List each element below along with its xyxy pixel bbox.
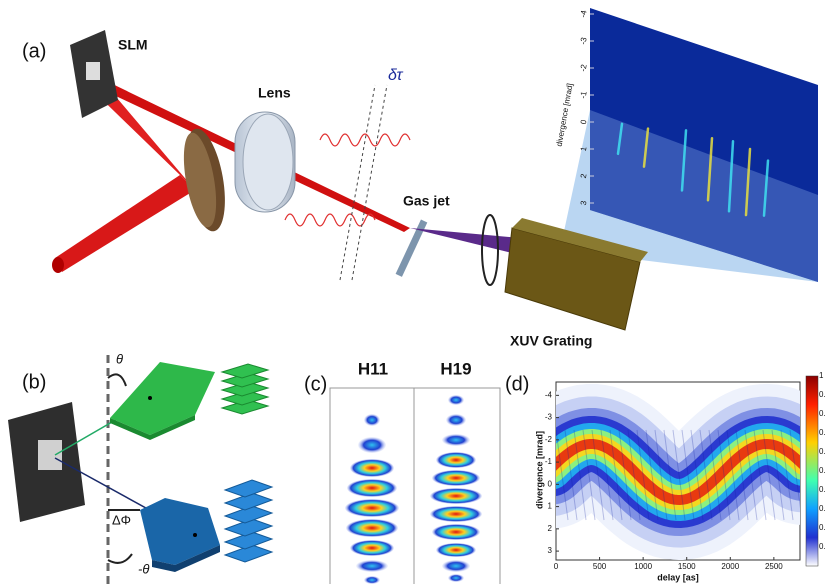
spot bbox=[448, 395, 464, 405]
panel-label: (d) bbox=[505, 373, 529, 395]
h19-label: H19 bbox=[440, 359, 471, 378]
dashed bbox=[340, 85, 375, 280]
colorbar-tick-label: 0. bbox=[819, 466, 825, 475]
spot bbox=[442, 434, 470, 446]
y-tick-label: -4 bbox=[545, 390, 553, 399]
y-tick-label: 1 bbox=[548, 502, 553, 511]
spot bbox=[356, 560, 388, 572]
slm-window bbox=[86, 62, 100, 80]
green-tile bbox=[110, 362, 215, 435]
colorbar-tick-label: 0. bbox=[819, 390, 825, 399]
circle bbox=[193, 533, 197, 537]
beam-end bbox=[52, 257, 64, 273]
y-tick-label: -3 bbox=[545, 413, 553, 422]
y-axis-label: divergence [mrad] bbox=[534, 431, 544, 509]
colorbar-tick-label: 0. bbox=[819, 504, 825, 513]
theta-label: θ bbox=[116, 351, 123, 366]
spot bbox=[448, 574, 464, 582]
spot bbox=[432, 470, 480, 486]
spot bbox=[346, 519, 398, 537]
y-tick-label: 3 bbox=[548, 546, 553, 555]
panel-label: (a) bbox=[22, 40, 46, 62]
inset-tick-label: -2 bbox=[579, 63, 589, 72]
spot bbox=[350, 540, 394, 556]
colorbar-tick-label: 0. bbox=[819, 409, 825, 418]
lens-face bbox=[243, 114, 293, 210]
delay-label: δτ bbox=[388, 67, 404, 84]
phase-label: ΔΦ bbox=[112, 512, 131, 527]
spot bbox=[364, 576, 380, 584]
beam bbox=[55, 175, 195, 272]
x-axis-label: delay [as] bbox=[657, 572, 699, 582]
panel-label: (b) bbox=[22, 371, 46, 393]
slm-label: SLM bbox=[118, 37, 148, 53]
panel-label: (c) bbox=[304, 373, 327, 395]
spot bbox=[347, 479, 397, 497]
circle bbox=[148, 396, 152, 400]
panel-a: -4-3-2-10123 divergence [mrad] (a) SLM L… bbox=[22, 8, 818, 349]
spot bbox=[436, 543, 476, 557]
grating-label: XUV Grating bbox=[510, 333, 592, 349]
slm-window bbox=[38, 440, 62, 470]
spot bbox=[436, 452, 476, 468]
x-tick-label: 2000 bbox=[721, 562, 739, 571]
neg-theta-label: -θ bbox=[138, 561, 149, 576]
colorbar bbox=[806, 376, 818, 566]
inset-tick-label: -4 bbox=[579, 9, 589, 18]
x-tick-label: 1000 bbox=[634, 562, 652, 571]
spot bbox=[430, 488, 482, 504]
colorbar-tick-label: 0. bbox=[819, 447, 825, 456]
xuv-beam bbox=[410, 228, 520, 255]
x-tick-label: 0 bbox=[554, 562, 559, 571]
x-tick-label: 500 bbox=[593, 562, 607, 571]
pulse bbox=[285, 214, 375, 226]
angle-arc bbox=[108, 374, 126, 386]
y-tick-label: -1 bbox=[545, 457, 553, 466]
angle-arc bbox=[108, 554, 132, 563]
figure: -4 -3 -2 -1 0 1 2 3 divergence [mrad] (a) SLM L… bbox=[0, 0, 825, 584]
rotation-arrow bbox=[482, 215, 498, 285]
colorbar-tick-label: 0. bbox=[819, 542, 825, 551]
spot bbox=[350, 459, 394, 477]
colorbar-tick-label: 0. bbox=[819, 485, 825, 494]
colorbar-tick-label: 0. bbox=[819, 523, 825, 532]
stacks bbox=[222, 364, 272, 562]
x-tick-label: 1500 bbox=[678, 562, 696, 571]
pulse bbox=[320, 134, 410, 146]
inset-tick-label: 0 bbox=[579, 118, 589, 124]
panel-c: (c) H11 H19 bbox=[304, 359, 500, 584]
spot bbox=[364, 414, 380, 426]
inset-tick-label: -3 bbox=[579, 36, 589, 45]
y-tick-label: 0 bbox=[548, 479, 553, 488]
gas-jet-label: Gas jet bbox=[403, 193, 450, 209]
y-tick-label: -2 bbox=[545, 435, 553, 444]
inset-ylabel: divergence [mrad] bbox=[555, 83, 575, 148]
spot bbox=[430, 506, 482, 522]
green-plate bbox=[222, 364, 268, 378]
spot bbox=[345, 499, 399, 517]
heatmap bbox=[551, 430, 811, 520]
blue-plate bbox=[225, 480, 272, 497]
x-tick-label: 2500 bbox=[765, 562, 783, 571]
y-tick-label: 2 bbox=[548, 524, 553, 533]
panel-b: (b) θ ΔΦ -θ bbox=[8, 351, 272, 584]
spot bbox=[432, 524, 480, 540]
spot bbox=[442, 560, 470, 572]
inset-tick-label: -1 bbox=[579, 90, 589, 99]
colorbar-tick-label: 1 bbox=[819, 371, 824, 380]
spot bbox=[358, 437, 386, 453]
spot bbox=[446, 414, 466, 426]
colorbar-tick-label: 0. bbox=[819, 428, 825, 437]
lens-label: Lens bbox=[258, 85, 291, 101]
h11-label: H11 bbox=[358, 359, 388, 378]
